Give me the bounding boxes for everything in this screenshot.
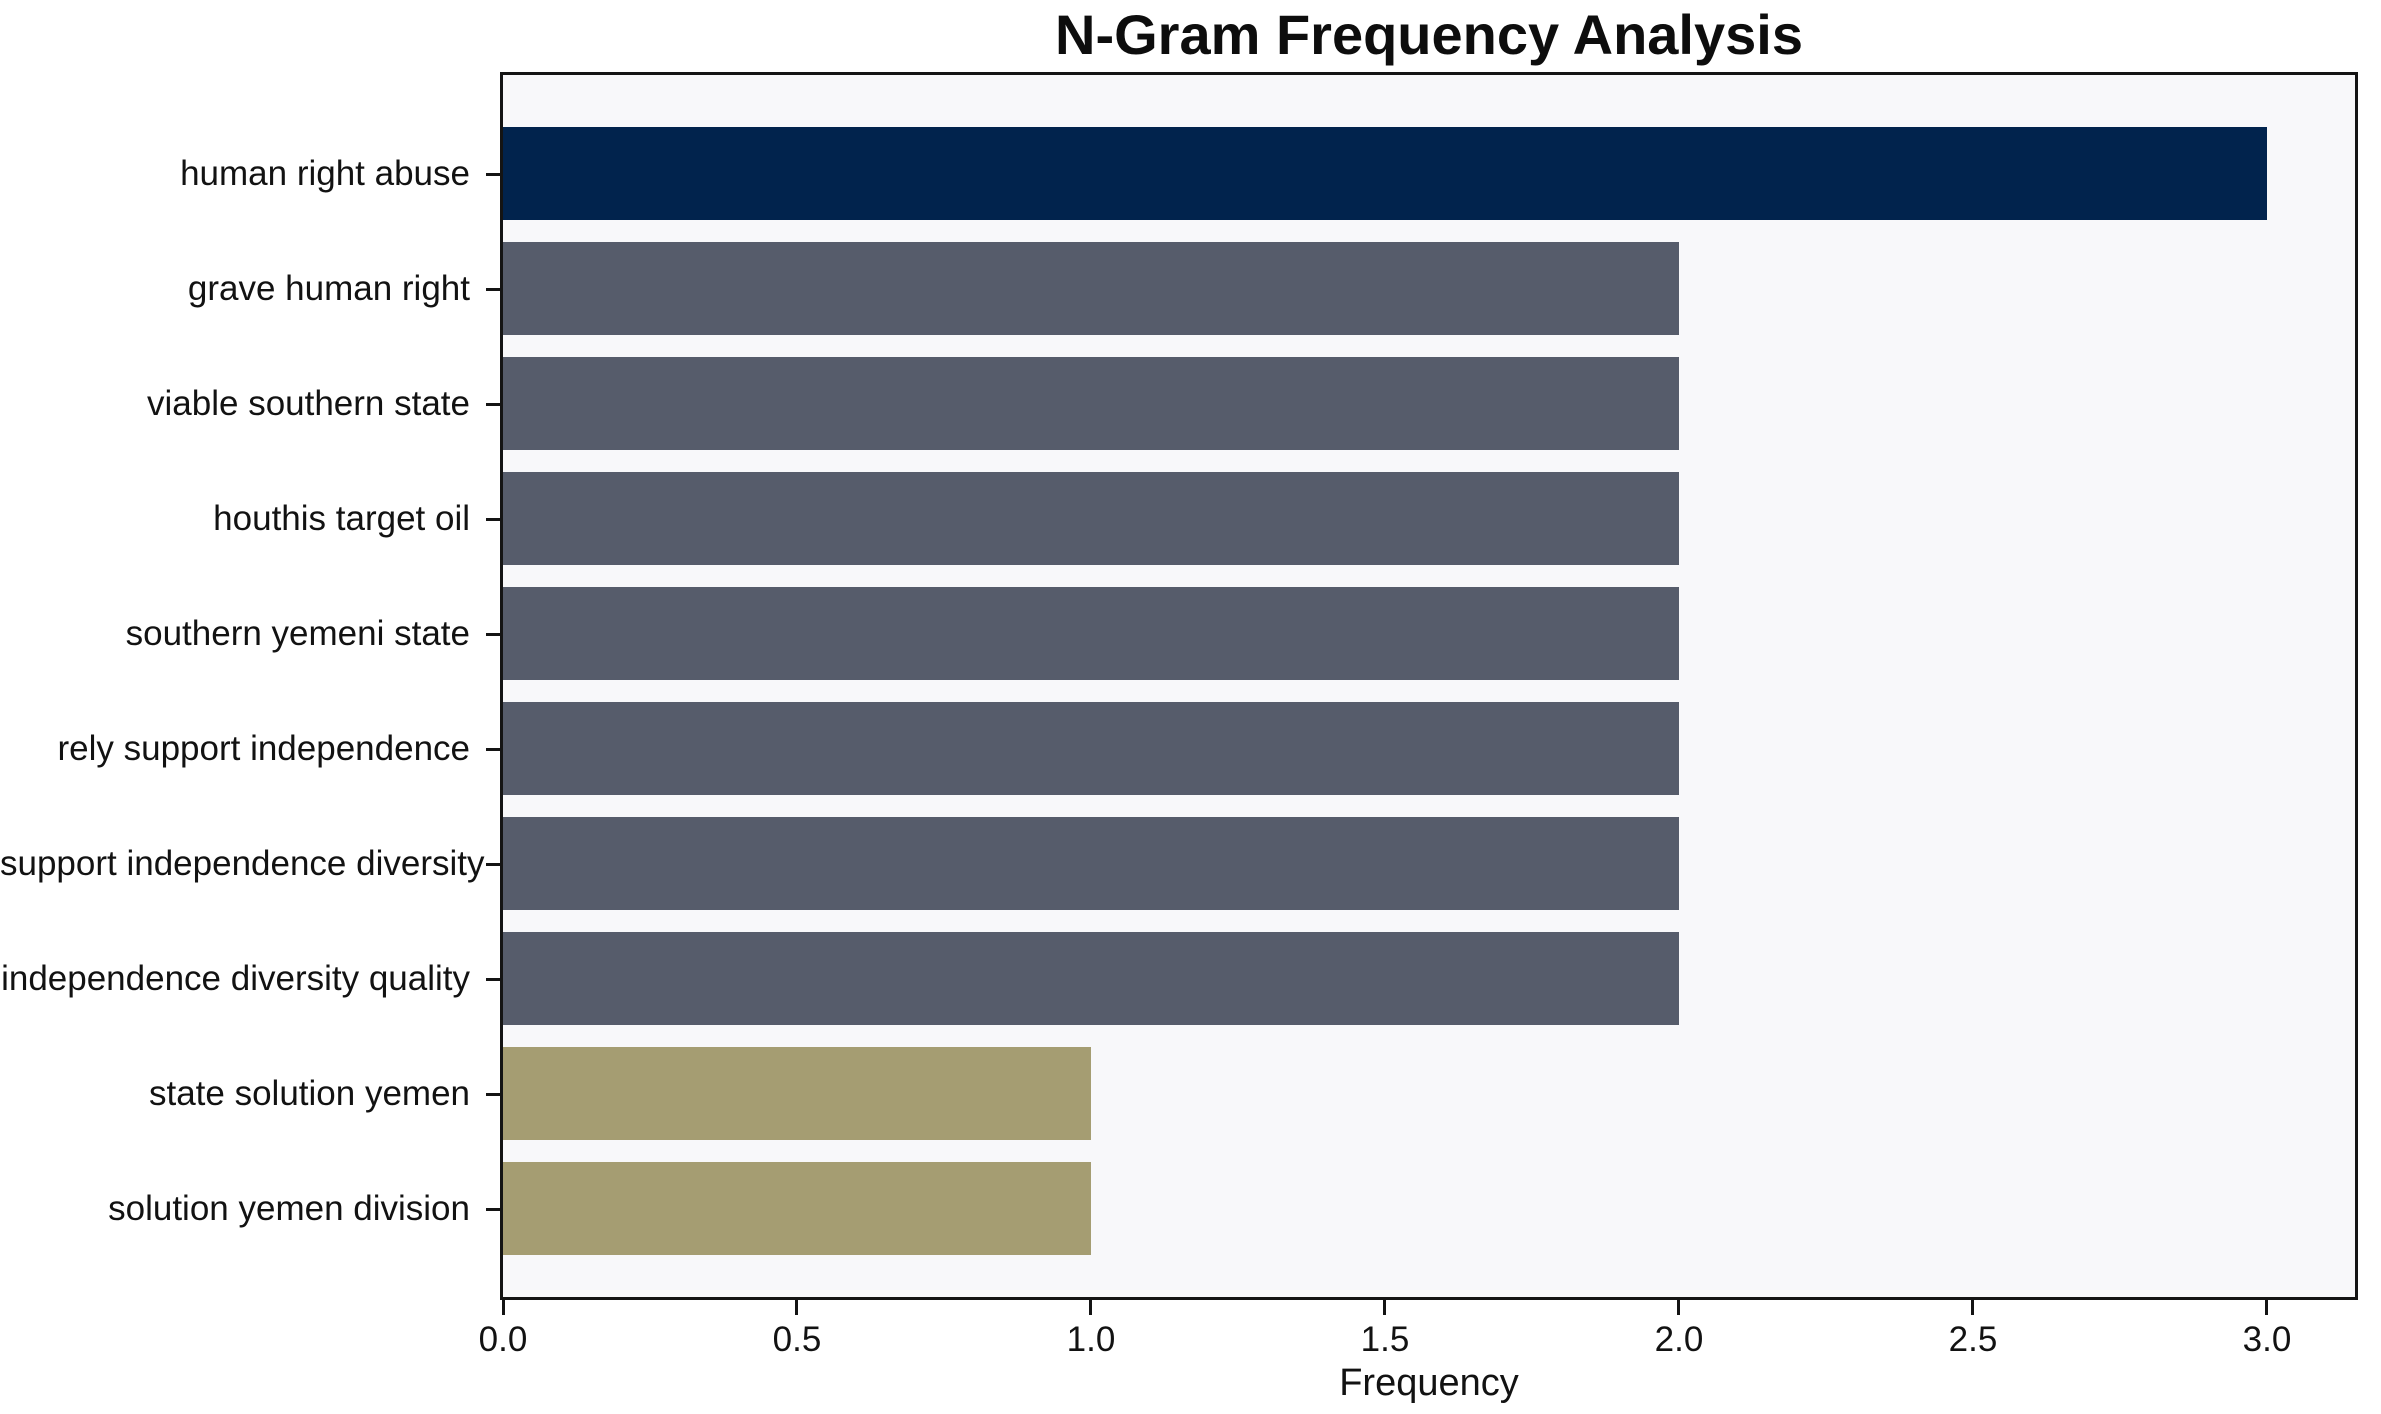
x-tick-label: 3.0: [2242, 1320, 2292, 1359]
bar: [503, 242, 1679, 335]
category-label: human right abuse: [180, 154, 470, 193]
bar: [503, 1047, 1091, 1140]
bar: [503, 127, 2267, 220]
x-axis-label: Frequency: [1339, 1362, 1519, 1404]
y-tick-mark: [486, 863, 500, 866]
x-tick-label: 2.5: [1948, 1320, 1998, 1359]
x-tick-mark: [795, 1300, 798, 1315]
y-tick-mark: [486, 978, 500, 981]
y-tick-mark: [486, 1093, 500, 1096]
y-tick-mark: [486, 633, 500, 636]
category-label: support independence diversity: [0, 844, 485, 883]
bar: [503, 587, 1679, 680]
y-tick-mark: [486, 1208, 500, 1211]
bar: [503, 932, 1679, 1025]
y-tick-mark: [486, 288, 500, 291]
x-tick-mark: [1677, 1300, 1680, 1315]
bar: [503, 1162, 1091, 1255]
x-tick-mark: [1383, 1300, 1386, 1315]
bar: [503, 357, 1679, 450]
x-tick-mark: [1971, 1300, 1974, 1315]
category-label: southern yemeni state: [125, 614, 470, 653]
category-label: rely support independence: [57, 729, 470, 768]
x-tick-mark: [502, 1300, 505, 1315]
y-tick-mark: [486, 518, 500, 521]
x-tick-mark: [1089, 1300, 1092, 1315]
y-tick-mark: [486, 748, 500, 751]
chart-title: N-Gram Frequency Analysis: [1055, 3, 1803, 66]
x-tick-label: 1.5: [1360, 1320, 1410, 1359]
category-label: state solution yemen: [148, 1074, 470, 1113]
bar: [503, 702, 1679, 795]
category-label: independence diversity quality: [1, 959, 470, 998]
y-tick-mark: [486, 173, 500, 176]
bar: [503, 817, 1679, 910]
category-label: solution yemen division: [108, 1189, 470, 1228]
category-label: viable southern state: [147, 384, 470, 423]
bar: [503, 472, 1679, 565]
x-tick-label: 0.0: [478, 1320, 528, 1359]
x-tick-label: 1.0: [1066, 1320, 1116, 1359]
x-tick-label: 0.5: [772, 1320, 822, 1359]
x-tick-label: 2.0: [1654, 1320, 1704, 1359]
x-tick-mark: [2265, 1300, 2268, 1315]
y-tick-mark: [486, 403, 500, 406]
category-label: grave human right: [187, 269, 470, 308]
category-label: houthis target oil: [213, 499, 470, 538]
